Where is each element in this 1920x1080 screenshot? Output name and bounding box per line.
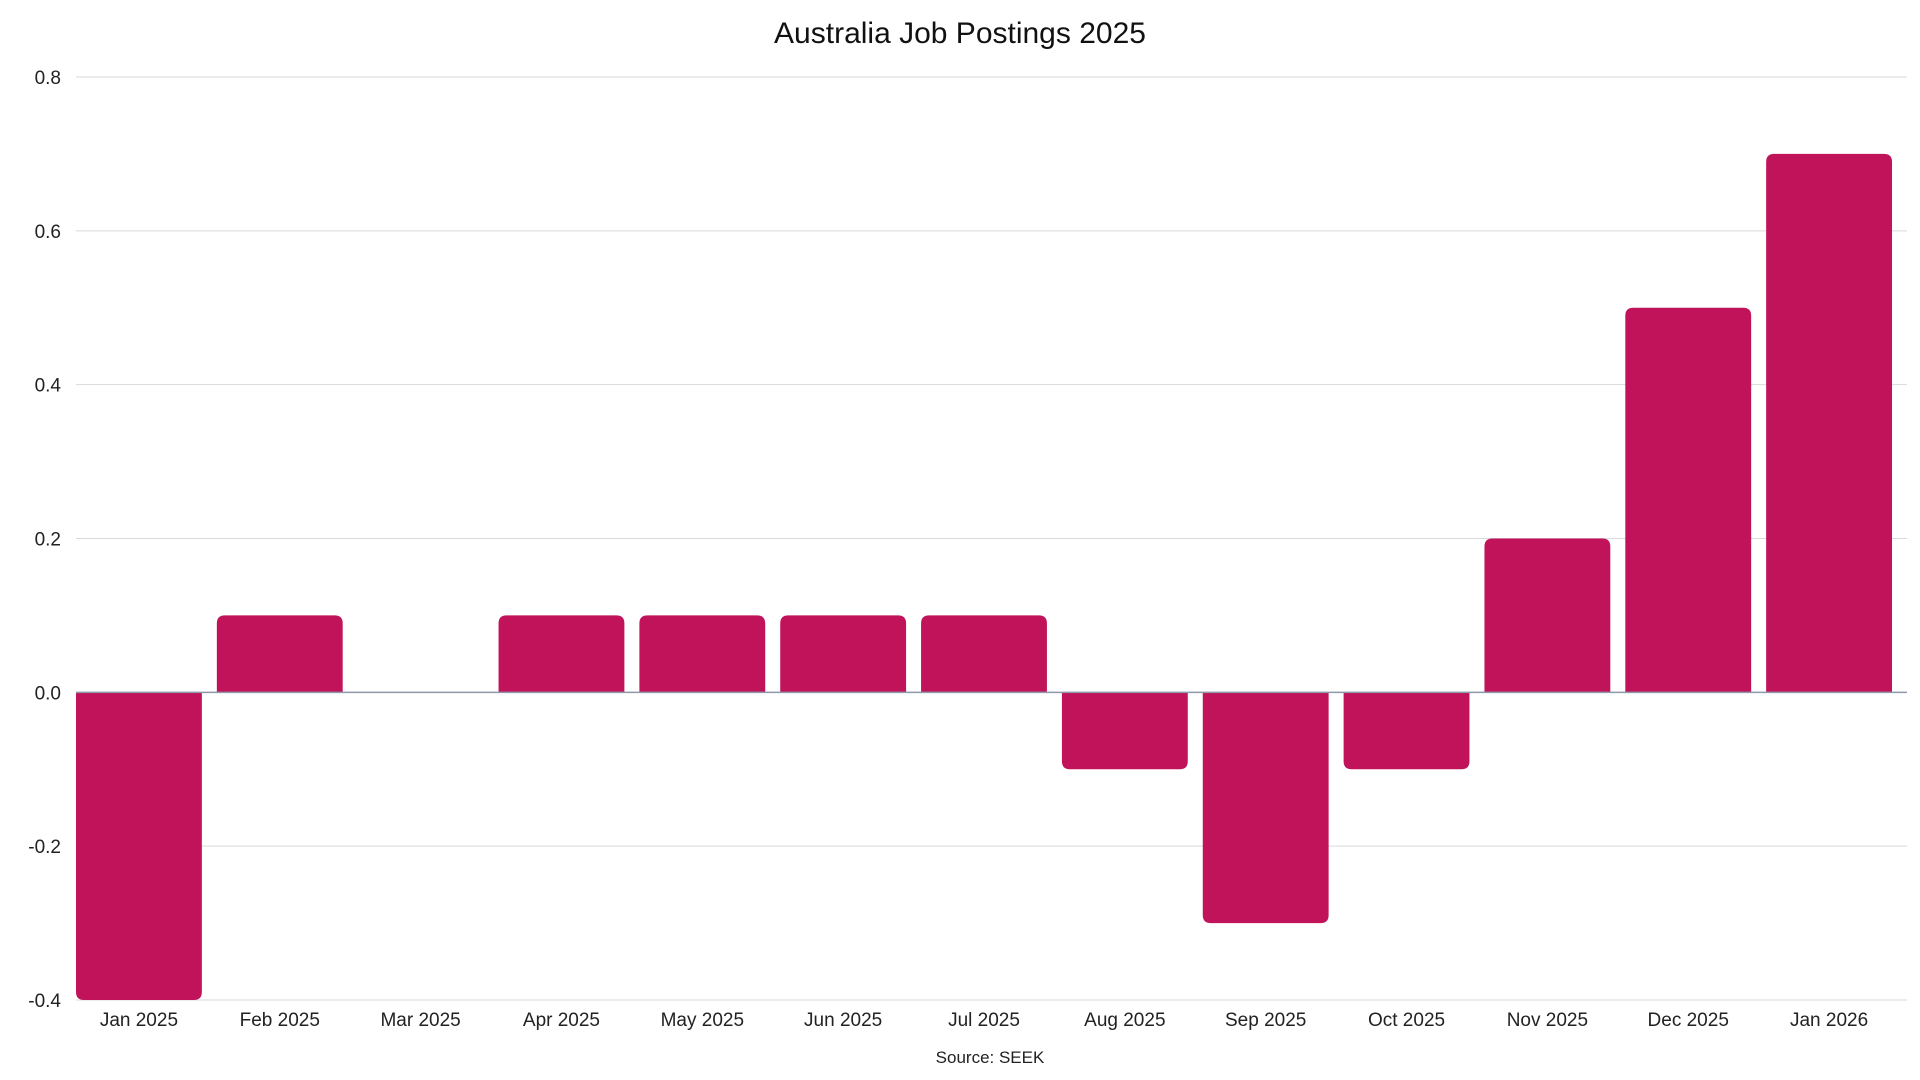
x-tick-label: Jan 2026 bbox=[1790, 1010, 1868, 1031]
x-tick-label: Dec 2025 bbox=[1648, 1010, 1729, 1031]
y-tick-label: -0.2 bbox=[28, 837, 61, 858]
bar bbox=[780, 615, 907, 693]
y-tick-label: 0.4 bbox=[35, 376, 62, 397]
x-tick-label: Oct 2025 bbox=[1368, 1010, 1445, 1031]
bar bbox=[1202, 692, 1329, 924]
y-tick-label: 0.0 bbox=[35, 683, 61, 704]
bar bbox=[921, 615, 1047, 693]
y-axis-ticks: -0.4 -0.2 0.0 0.2 0.4 0.6 0.8 bbox=[28, 68, 61, 1012]
x-tick-label: Mar 2025 bbox=[380, 1010, 460, 1031]
bar bbox=[1343, 692, 1470, 770]
x-axis-ticks: Jan 2025 Feb 2025 Mar 2025 Apr 2025 May 2025… bbox=[100, 1010, 1868, 1031]
x-tick-label: May 2025 bbox=[661, 1010, 744, 1031]
x-tick-label: Jul 2025 bbox=[948, 1010, 1020, 1031]
bar bbox=[216, 615, 343, 693]
bar bbox=[76, 692, 202, 1000]
y-tick-label: 0.2 bbox=[35, 530, 61, 551]
y-tick-label: 0.6 bbox=[35, 222, 61, 243]
x-tick-label: Jun 2025 bbox=[804, 1010, 882, 1031]
x-tick-label: Feb 2025 bbox=[240, 1010, 320, 1031]
x-tick-label: Apr 2025 bbox=[523, 1010, 600, 1031]
x-tick-label: Aug 2025 bbox=[1084, 1010, 1165, 1031]
x-tick-label: Nov 2025 bbox=[1507, 1010, 1588, 1031]
bar bbox=[1061, 692, 1188, 770]
gridlines bbox=[76, 76, 1907, 1001]
bar bbox=[1625, 307, 1752, 693]
chart-title: Australia Job Postings 2025 bbox=[774, 17, 1146, 50]
bar bbox=[1766, 153, 1892, 693]
source-label: Source: SEEK bbox=[936, 1048, 1045, 1067]
bars bbox=[76, 153, 1892, 1000]
bar bbox=[639, 615, 766, 693]
x-tick-label: Sep 2025 bbox=[1225, 1010, 1306, 1031]
x-tick-label: Jan 2025 bbox=[100, 1010, 178, 1031]
bar bbox=[1484, 538, 1611, 693]
bar bbox=[498, 615, 625, 693]
y-tick-label: -0.4 bbox=[28, 991, 61, 1012]
y-tick-label: 0.8 bbox=[35, 68, 61, 89]
